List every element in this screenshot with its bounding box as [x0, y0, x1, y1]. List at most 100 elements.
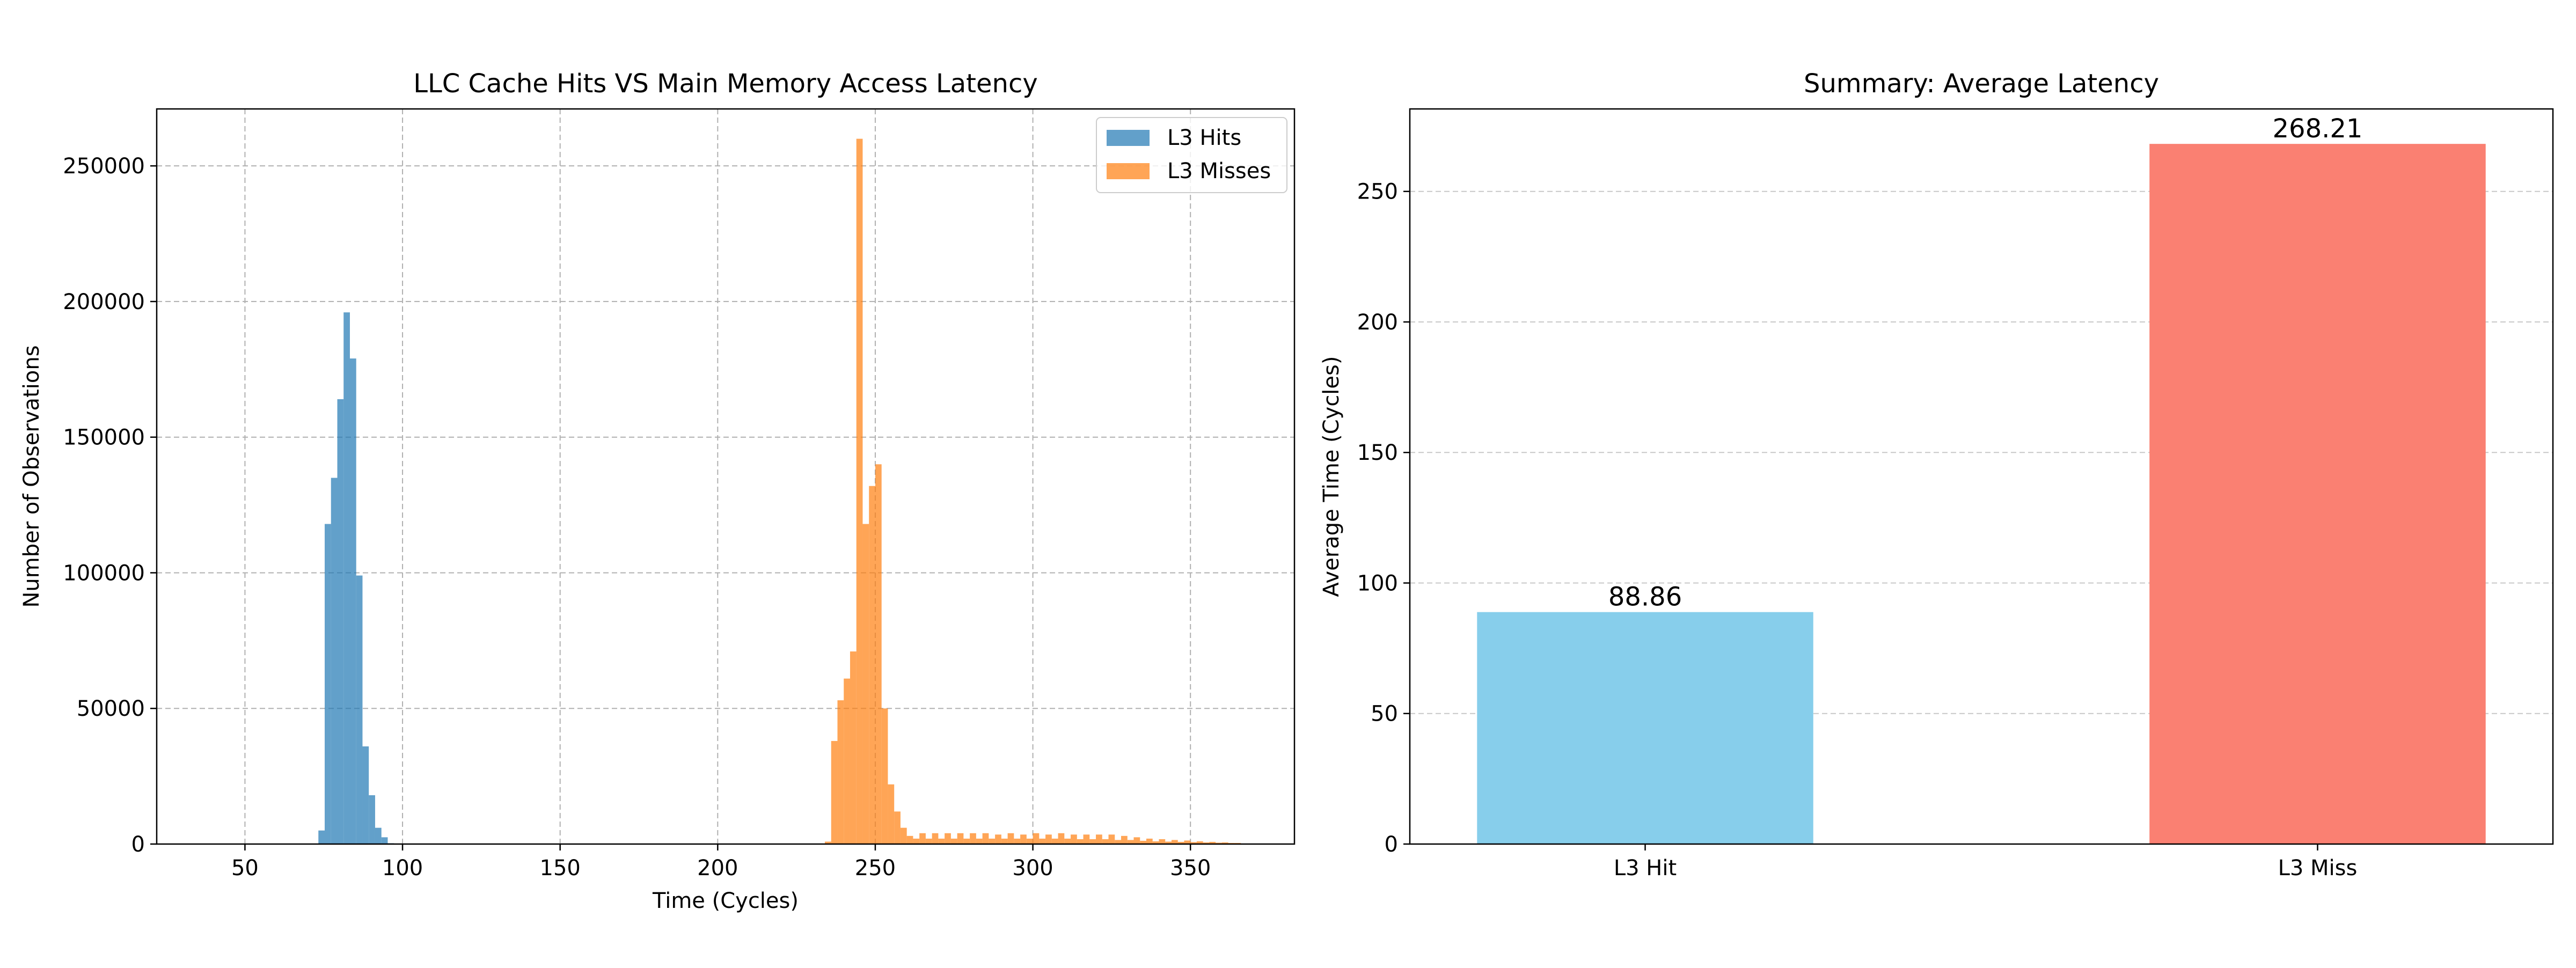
histogram-axes-frame: [156, 108, 1296, 845]
histogram-bar-l3-misses: [837, 700, 844, 844]
bar-chart-y-tick-label: 150: [1357, 441, 1398, 465]
histogram-bar-l3-misses: [1133, 837, 1140, 844]
histogram-bar-l3-misses: [1051, 838, 1058, 844]
histogram-bar-l3-misses: [1089, 839, 1096, 844]
bar-value-label-l3-hit: 88.86: [1608, 582, 1682, 612]
histogram-bar-l3-misses: [1121, 835, 1128, 844]
histogram-bar-l3-misses: [1209, 841, 1216, 844]
histogram-y-tick-label: 100000: [63, 561, 145, 585]
histogram-bar-l3-misses: [1007, 833, 1014, 844]
histogram-bar-l3-hits: [349, 358, 356, 844]
histogram-x-tick-label: 250: [855, 856, 896, 881]
histogram-bar-l3-misses: [1083, 834, 1090, 844]
histogram-y-tick-label: 200000: [63, 290, 145, 314]
histogram-bar-l3-misses: [1096, 834, 1102, 844]
histogram-bar-l3-misses: [982, 833, 989, 844]
histogram-bar-l3-misses: [945, 833, 951, 844]
legend-swatch-l3-misses: [1107, 163, 1150, 179]
histogram-bar-l3-misses: [1071, 834, 1077, 844]
bar-chart-y-ticks: 0 50 100 150 200 250: [1357, 180, 1410, 857]
histogram-bar-l3-misses: [1196, 841, 1203, 844]
histogram-y-ticks: 0 50000 100000 150000 200000 250000: [63, 154, 157, 857]
histogram-bar-l3-misses: [1146, 838, 1153, 844]
histogram-x-tick-label: 200: [697, 856, 738, 881]
histogram-bar-l3-misses: [894, 811, 901, 844]
histogram-y-tick-label: 0: [131, 832, 145, 857]
histogram-panel: LLC Cache Hits VS Main Memory Access Lat…: [19, 69, 1296, 913]
histogram-y-axis-label: Number of Observations: [19, 345, 44, 607]
histogram-bar-l3-misses: [844, 678, 850, 844]
bar-chart-x-tick-label: L3 Hit: [1614, 856, 1677, 881]
histogram-bar-l3-misses: [1216, 842, 1222, 844]
bar-value-label-l3-miss: 268.21: [2272, 114, 2362, 144]
histogram-bar-l3-misses: [875, 464, 882, 844]
histogram-bar-l3-misses: [1152, 841, 1159, 844]
histogram-x-tick-label: 150: [540, 856, 581, 881]
histogram-y-tick-label: 150000: [63, 426, 145, 450]
histogram-bar-l3-misses: [1140, 840, 1146, 844]
histogram-bar-l3-misses: [831, 740, 838, 844]
histogram-title: LLC Cache Hits VS Main Memory Access Lat…: [413, 69, 1037, 99]
histogram-bar-l3-misses: [938, 838, 945, 844]
histogram-bar-l3-misses: [970, 833, 976, 844]
histogram-bar-l3-misses: [1171, 840, 1178, 844]
bar-l3-miss: [2149, 144, 2486, 845]
histogram-bar-l3-misses: [1064, 838, 1071, 844]
histogram-bar-l3-misses: [913, 838, 920, 844]
histogram-bar-l3-hits: [375, 827, 382, 844]
bar-chart-x-tick-label: L3 Miss: [2278, 856, 2358, 881]
histogram-bar-l3-misses: [1039, 838, 1046, 844]
legend: L3 Hits L3 Misses: [1096, 117, 1287, 193]
histogram-bar-l3-hits: [362, 746, 369, 844]
histogram-bar-l3-misses: [1020, 834, 1027, 844]
histogram-bar-l3-misses: [881, 708, 888, 844]
histogram-x-tick-label: 300: [1012, 856, 1053, 881]
histogram-bar-l3-misses: [1165, 841, 1172, 844]
bar-chart-axes-frame: [1409, 108, 2554, 845]
bar-chart-y-tick-label: 0: [1385, 832, 1398, 857]
bar-l3-hit: [1477, 612, 1813, 844]
histogram-bar-l3-misses: [963, 838, 970, 844]
histogram-bars: [318, 138, 1241, 844]
histogram-bar-l3-misses: [925, 838, 932, 844]
histogram-bar-l3-misses: [1001, 838, 1008, 844]
histogram-bar-l3-misses: [906, 835, 913, 844]
histogram-bar-l3-misses: [1190, 842, 1197, 844]
histogram-bar-l3-misses: [1177, 841, 1184, 844]
histogram-bar-l3-misses: [1203, 842, 1210, 844]
histogram-x-axis-label: Time (Cycles): [652, 889, 799, 913]
histogram-bar-l3-misses: [1102, 839, 1109, 844]
histogram-bar-l3-misses: [950, 838, 957, 844]
histogram-x-tick-label: 350: [1170, 856, 1211, 881]
histogram-bar-l3-misses: [869, 486, 875, 844]
histogram-bar-l3-hits: [318, 830, 325, 844]
histogram-bar-l3-misses: [1184, 840, 1191, 844]
histogram-bar-l3-misses: [824, 841, 831, 844]
histogram-bar-l3-misses: [1077, 839, 1084, 844]
histogram-bar-l3-misses: [1045, 834, 1052, 844]
histogram-x-tick-label: 50: [231, 856, 259, 881]
bar-chart-value-labels: 88.86 268.21: [1608, 114, 2363, 612]
histogram-bar-l3-misses: [1108, 834, 1115, 844]
bar-chart-y-tick-label: 250: [1357, 180, 1398, 204]
bar-chart-y-axis-label: Average Time (Cycles): [1319, 356, 1344, 597]
histogram-bar-l3-misses: [888, 784, 895, 844]
legend-label-l3-misses: L3 Misses: [1167, 159, 1271, 184]
histogram-bar-l3-hits: [381, 837, 388, 844]
bar-chart-y-tick-label: 50: [1371, 702, 1398, 727]
histogram-bar-l3-misses: [919, 833, 926, 844]
histogram-bar-l3-misses: [856, 138, 863, 844]
histogram-bar-l3-misses: [1033, 833, 1040, 844]
histogram-x-ticks: 50 100 150 200 250 300 350: [231, 844, 1211, 881]
histogram-bar-l3-misses: [995, 834, 1001, 844]
bar-chart-x-ticks: L3 Hit L3 Miss: [1614, 844, 2357, 881]
histogram-bar-l3-misses: [1014, 838, 1021, 844]
histogram-bar-l3-misses: [1115, 840, 1122, 844]
histogram-bar-l3-hits: [325, 524, 331, 844]
histogram-bar-l3-misses: [1058, 833, 1065, 844]
histogram-bar-l3-misses: [957, 833, 964, 844]
histogram-bar-l3-hits: [337, 399, 344, 844]
histogram-bar-l3-misses: [932, 833, 939, 844]
